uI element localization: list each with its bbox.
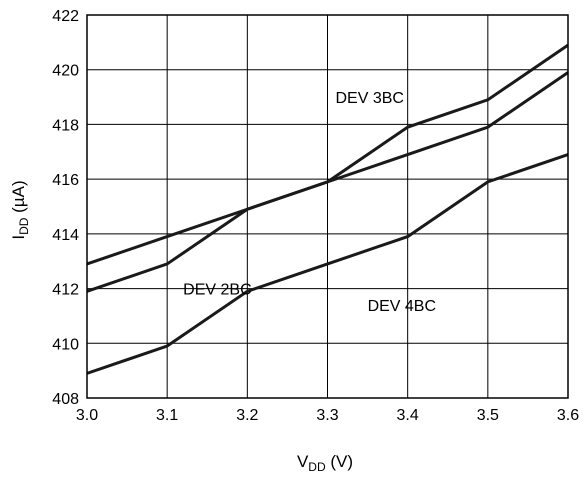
y-tick-label: 408 [52, 391, 79, 408]
x-tick-label: 3.1 [156, 407, 178, 424]
y-tick-label: 420 [52, 63, 79, 80]
y-tick-label: 422 [52, 8, 79, 25]
y-tick-label: 412 [52, 282, 79, 299]
x-tick-label: 3.0 [76, 407, 98, 424]
y-tick-label: 418 [52, 117, 79, 134]
y-axis-label: IDD (µA) [9, 180, 31, 239]
series-line-2 [86, 43, 569, 293]
x-tick-label: 3.6 [557, 407, 579, 424]
x-tick-label: 3.4 [397, 407, 419, 424]
grid-lines [86, 14, 569, 399]
y-tick-label: 414 [52, 227, 79, 244]
x-axis-label: VDD (V) [297, 452, 353, 474]
y-tick-label: 410 [52, 336, 79, 353]
x-tick-label: 3.3 [316, 407, 338, 424]
x-tick-labels: 3.0 3.1 3.2 3.3 3.4 3.5 3.6 [76, 407, 579, 424]
x-tick-label: 3.5 [477, 407, 499, 424]
series-line-3 [86, 153, 569, 375]
series-label-3: DEV 4BC [368, 298, 436, 315]
series-label-1: DEV 2BC [183, 282, 251, 299]
series-labels: DEV 2BC DEV 3BC DEV 4BC [183, 90, 436, 315]
series-label-2: DEV 3BC [336, 90, 404, 107]
series-lines [86, 43, 569, 375]
plot-frame [86, 14, 569, 399]
y-tick-label: 416 [52, 172, 79, 189]
x-tick-label: 3.2 [236, 407, 258, 424]
y-tick-labels: 408 410 412 414 416 418 420 422 [52, 8, 79, 408]
